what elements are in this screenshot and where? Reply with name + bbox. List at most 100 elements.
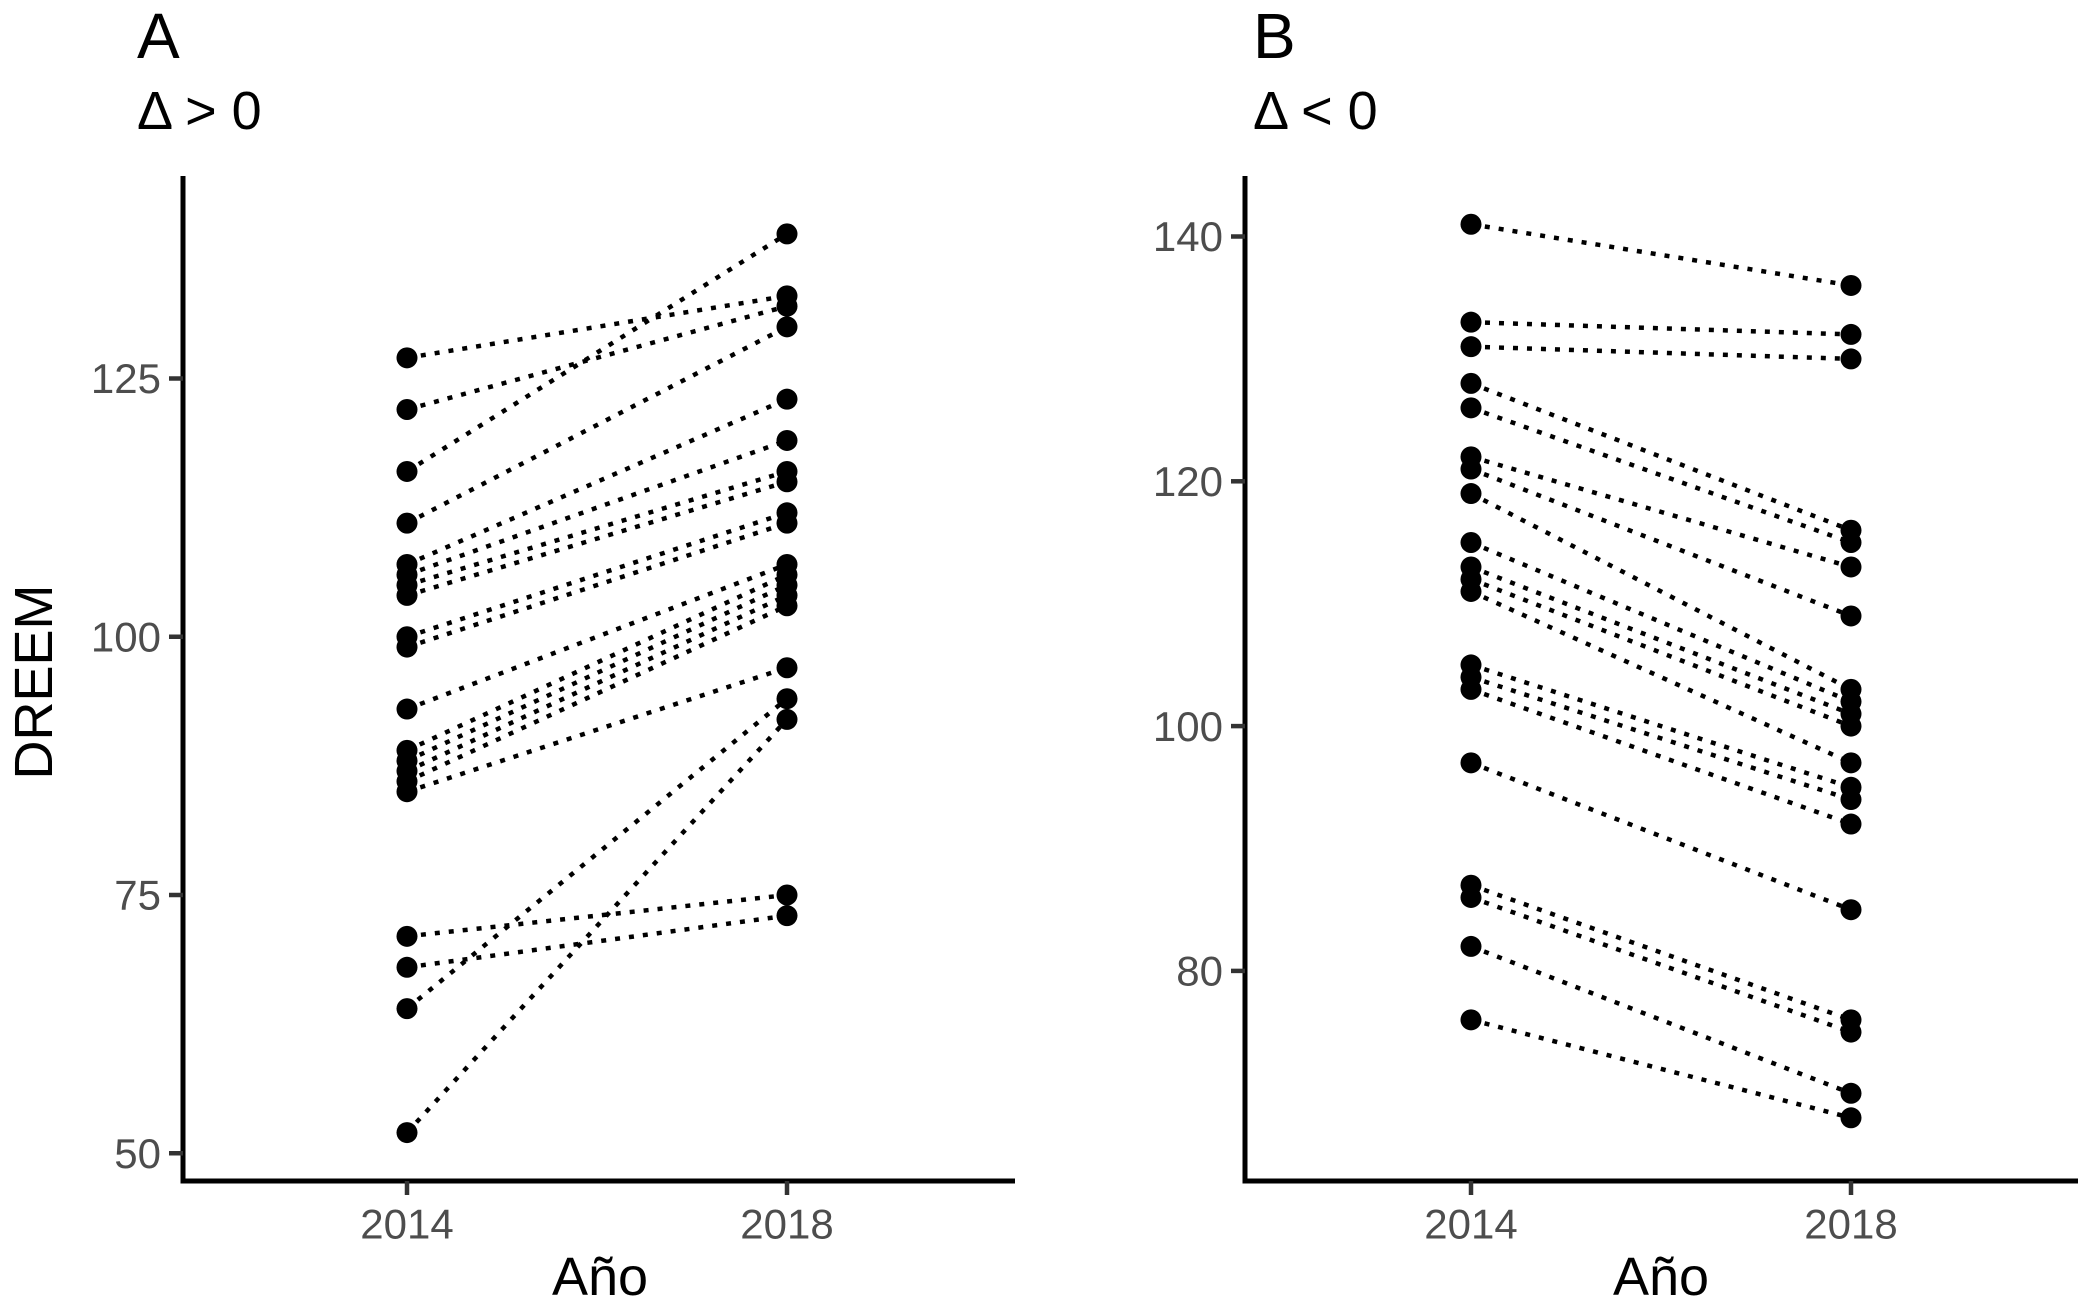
connector-line <box>1470 895 1852 1035</box>
connector-line <box>1470 1017 1852 1120</box>
data-point-2014 <box>1460 678 1482 700</box>
connector-line <box>406 593 788 774</box>
data-point-2018 <box>1840 789 1862 811</box>
connector-line <box>1470 662 1852 790</box>
connector-line <box>405 231 789 474</box>
data-point-2018 <box>776 471 798 493</box>
data-point-2018 <box>776 595 798 617</box>
data-point-2018 <box>1840 323 1862 345</box>
connector-line <box>405 717 789 1135</box>
data-point-2018 <box>776 429 798 451</box>
panel-a-subtitle: Δ > 0 <box>137 81 262 141</box>
connector-line <box>1470 222 1852 288</box>
data-point-2018 <box>1840 556 1862 578</box>
data-point-2018 <box>776 708 798 730</box>
data-point-2018 <box>776 316 798 338</box>
y-tick-label: 120 <box>1153 458 1223 505</box>
x-axis-title-panel-a: Año <box>551 1247 649 1307</box>
connector-line <box>406 603 788 784</box>
data-point-2018 <box>1840 274 1862 296</box>
data-point-2018 <box>776 905 798 927</box>
data-point-2014 <box>396 584 418 606</box>
data-point-2014 <box>1460 886 1482 908</box>
data-point-2014 <box>396 698 418 720</box>
connector-line <box>406 520 788 650</box>
connector-line <box>1470 944 1852 1096</box>
y-tick-label: 75 <box>114 872 161 919</box>
y-tick-label: 50 <box>114 1130 161 1177</box>
data-point-2018 <box>776 223 798 245</box>
connector-line <box>405 324 789 526</box>
data-point-2014 <box>396 1122 418 1144</box>
connector-line <box>406 293 788 361</box>
data-point-2018 <box>1840 1082 1862 1104</box>
x-tick-label: 2018 <box>1804 1200 1897 1247</box>
y-tick-label: 140 <box>1153 213 1223 260</box>
panel-b-subtitle: Δ < 0 <box>1253 81 1378 141</box>
data-point-2014 <box>1460 213 1482 235</box>
connector-line <box>1470 883 1852 1022</box>
data-point-2014 <box>396 398 418 420</box>
connector-line <box>1470 344 1852 362</box>
data-point-2014 <box>396 347 418 369</box>
connector-line <box>1470 564 1852 716</box>
connector-line <box>1470 466 1852 619</box>
data-point-2018 <box>1840 899 1862 921</box>
connector-line <box>1470 454 1852 570</box>
connector-line <box>406 438 788 577</box>
data-point-2014 <box>1460 372 1482 394</box>
data-point-2014 <box>396 512 418 534</box>
data-point-2018 <box>776 388 798 410</box>
data-point-2018 <box>776 884 798 906</box>
connector-line <box>1470 319 1852 337</box>
connector-line <box>406 510 788 639</box>
connector-line <box>1470 577 1852 729</box>
data-point-2014 <box>1460 752 1482 774</box>
data-point-2018 <box>1840 752 1862 774</box>
data-point-2014 <box>1460 1009 1482 1031</box>
data-point-2014 <box>1460 458 1482 480</box>
data-point-2018 <box>1840 715 1862 737</box>
connector-line <box>406 479 788 598</box>
connector-line <box>406 665 788 794</box>
connector-line <box>406 304 788 412</box>
connector-line <box>406 469 788 588</box>
data-point-2014 <box>396 925 418 947</box>
data-point-2014 <box>1460 336 1482 358</box>
y-tick-label: 100 <box>1153 703 1223 750</box>
data-point-2018 <box>1840 1107 1862 1129</box>
connector-line <box>1470 381 1852 533</box>
data-point-2018 <box>1840 605 1862 627</box>
data-point-2018 <box>776 512 798 534</box>
y-tick-label: 100 <box>91 613 161 660</box>
connector-line <box>406 562 788 712</box>
panel-a-tag: A <box>137 0 180 72</box>
connector-line <box>1470 760 1852 912</box>
data-point-2018 <box>1840 1021 1862 1043</box>
connector-line <box>1469 491 1853 692</box>
data-point-2014 <box>396 460 418 482</box>
data-point-2014 <box>1460 397 1482 419</box>
connector-line <box>1470 674 1852 802</box>
data-point-2018 <box>776 688 798 710</box>
x-tick-label: 2014 <box>1424 1200 1517 1247</box>
data-point-2014 <box>396 636 418 658</box>
y-tick-label: 125 <box>91 355 161 402</box>
data-point-2014 <box>1460 580 1482 602</box>
data-point-2014 <box>1460 311 1482 333</box>
connector-line <box>1470 687 1852 827</box>
data-point-2014 <box>1460 935 1482 957</box>
connector-line <box>405 696 789 1011</box>
connector-line <box>406 583 788 763</box>
connector-line <box>1470 540 1852 704</box>
x-tick-label: 2014 <box>360 1200 453 1247</box>
data-point-2018 <box>776 295 798 317</box>
data-point-2014 <box>1460 483 1482 505</box>
x-tick-label: 2018 <box>740 1200 833 1247</box>
connector-line <box>406 572 788 753</box>
data-point-2018 <box>1840 532 1862 553</box>
data-point-2014 <box>1460 532 1482 553</box>
data-point-2018 <box>1840 813 1862 835</box>
panel-b-tag: B <box>1253 0 1296 72</box>
